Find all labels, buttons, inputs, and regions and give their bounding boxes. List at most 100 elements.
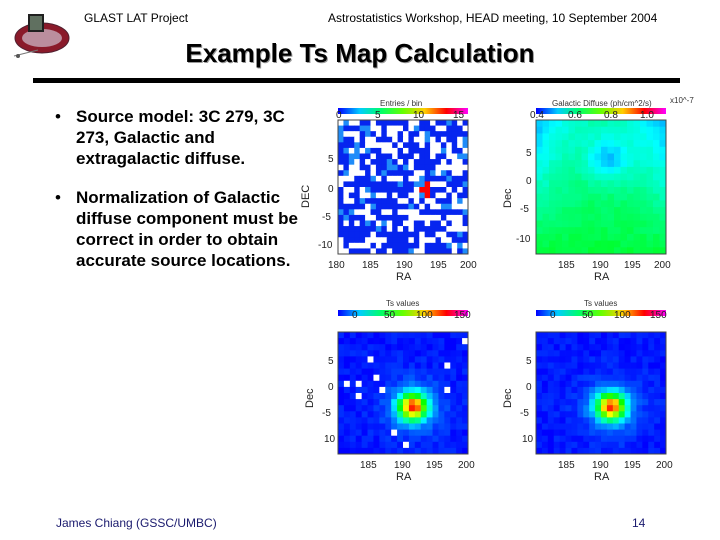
map-pixel: [630, 350, 637, 357]
map-pixel: [601, 193, 608, 201]
map-pixel: [568, 126, 576, 134]
map-pixel: [583, 344, 590, 351]
map-pixel: [457, 214, 463, 221]
map-pixel: [403, 356, 410, 363]
x-tick: 185: [558, 460, 575, 471]
map-pixel: [547, 356, 555, 363]
map-pixel: [375, 209, 382, 216]
map-pixel: [588, 180, 595, 188]
map-pixel: [606, 447, 614, 455]
map-pixel: [648, 332, 655, 339]
map-pixel: [438, 374, 445, 382]
map-pixel: [653, 146, 660, 154]
map-pixel: [642, 441, 649, 449]
galactic-diffuse-graphic: [535, 108, 667, 255]
map-pixel: [451, 187, 458, 193]
map-pixel: [413, 136, 420, 143]
map-pixel: [614, 133, 621, 141]
map-pixel: [440, 209, 447, 216]
map-pixel: [575, 153, 582, 161]
map-pixel: [457, 187, 463, 193]
map-pixel: [575, 240, 582, 248]
map-pixel: [367, 417, 374, 424]
map-pixel: [444, 362, 451, 369]
map-pixel: [391, 399, 398, 406]
map-pixel: [408, 405, 416, 412]
map-pixel: [618, 435, 626, 443]
map-pixel: [349, 423, 357, 430]
map-pixel: [359, 131, 366, 138]
map-pixel: [367, 423, 374, 430]
map-pixel: [612, 356, 620, 363]
map-pixel: [559, 447, 566, 455]
map-pixel: [381, 192, 388, 199]
map-pixel: [589, 344, 596, 351]
map-pixel: [614, 120, 621, 128]
map-pixel: [432, 441, 439, 449]
map-pixel: [355, 380, 363, 388]
map-pixel: [419, 147, 426, 154]
map-pixel: [408, 187, 415, 193]
map-pixel: [660, 435, 667, 443]
map-pixel: [365, 198, 371, 205]
map-pixel: [577, 435, 584, 443]
map-pixel: [354, 131, 361, 138]
map-pixel: [361, 423, 368, 430]
map-pixel: [594, 146, 602, 154]
map-pixel: [451, 164, 458, 171]
map-pixel: [581, 153, 589, 161]
map-pixel: [397, 198, 404, 205]
map-pixel: [379, 417, 386, 424]
map-pixel: [653, 233, 660, 241]
map-pixel: [403, 362, 410, 369]
map-pixel: [408, 125, 415, 132]
map-pixel: [642, 411, 649, 418]
map-pixel: [392, 198, 398, 205]
map-pixel: [370, 147, 377, 154]
map-pixel: [435, 248, 442, 255]
map-pixel: [595, 380, 602, 388]
map-pixel: [612, 368, 620, 376]
map-pixel: [462, 447, 469, 455]
map-pixel: [348, 220, 355, 227]
map-pixel: [438, 423, 445, 430]
map-pixel: [633, 120, 641, 128]
map-pixel: [354, 214, 361, 221]
map-pixel: [654, 344, 661, 351]
map-pixel: [606, 368, 614, 376]
map-pixel: [413, 203, 420, 210]
map-pixel: [555, 153, 563, 161]
map-pixel: [456, 393, 463, 400]
map-pixel: [397, 120, 404, 126]
y-tick: -10: [318, 240, 333, 251]
map-pixel: [375, 131, 382, 138]
map-pixel: [640, 200, 647, 208]
map-pixel: [414, 441, 422, 449]
colorbar-tick: 0.4: [530, 110, 544, 121]
map-pixel: [450, 344, 457, 351]
map-pixel: [571, 429, 578, 437]
map-pixel: [413, 181, 420, 188]
map-pixel: [379, 350, 386, 357]
map-pixel: [612, 332, 620, 339]
map-pixel: [636, 435, 643, 443]
map-pixel: [361, 386, 368, 394]
map-pixel: [354, 231, 361, 238]
map-pixel: [450, 441, 457, 449]
map-pixel: [659, 233, 667, 241]
map-pixel: [620, 166, 628, 174]
map-pixel: [547, 417, 555, 424]
map-pixel: [568, 220, 576, 228]
map-pixel: [536, 180, 543, 188]
map-pixel: [559, 435, 566, 443]
map-pixel: [392, 231, 398, 238]
map-pixel: [338, 380, 345, 388]
map-pixel: [367, 386, 374, 394]
map-pixel: [424, 209, 431, 216]
map-pixel: [391, 332, 398, 339]
map-pixel: [397, 447, 404, 455]
ts-map-right-panel: Ts values 0 50 100 150 Dec 5 0 -5 10 185…: [498, 296, 698, 486]
y-tick: -5: [520, 204, 529, 215]
map-pixel: [541, 380, 549, 388]
map-pixel: [451, 248, 458, 255]
